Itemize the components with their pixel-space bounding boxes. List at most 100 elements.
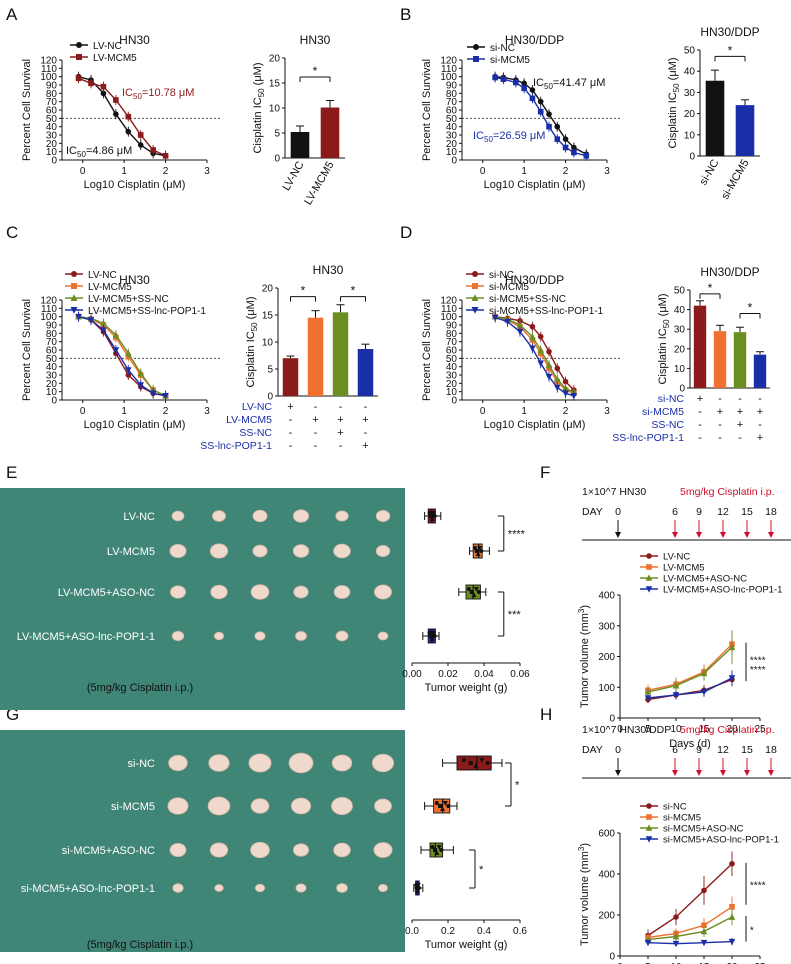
e-photo-tumor-0-3 [292, 509, 310, 523]
c-curve-point-2-2 [100, 319, 107, 327]
f-sig-label-1: **** [750, 665, 766, 676]
e-box-row-label-0: LV-NC [123, 511, 155, 523]
c-curve-y-tick-label: 50 [46, 354, 58, 365]
c-curve-x-tick-label: 2 [163, 406, 169, 417]
d-bar-bar-2 [733, 332, 747, 388]
g-photo-tumor-3-3 [295, 883, 307, 893]
h-growth-point-2-2 [700, 927, 708, 935]
f-growth-timeline-arrowhead-4 [744, 532, 750, 538]
b-curve-point-1-1 [500, 76, 507, 82]
g-photo-tumor-2-4 [333, 842, 351, 858]
f-growth-y-tick-label: 0 [609, 714, 615, 725]
d-curve-title: HN30/DDP [505, 273, 564, 287]
d-bar-design-label-3: SS-lnc-POP1-1 [612, 432, 684, 444]
b-curve-point-0-6 [546, 111, 552, 117]
a-curve-point-0-2 [100, 90, 107, 97]
b-bar-bar-1 [735, 105, 755, 156]
g-photo-tumor-0-4 [331, 754, 353, 772]
d-bar-title: HN30/DDP [700, 265, 759, 279]
e-box-point-0-2 [429, 516, 435, 521]
h-growth-timeline-arrowhead-2 [696, 770, 702, 776]
c-bar-y-tick-label: 0 [267, 392, 273, 403]
c-curve-legend-label-1: LV-MCM5 [88, 282, 132, 293]
f-growth-x-label: Days (d) [669, 738, 711, 750]
c-bar-design-label-1: LV-MCM5 [226, 414, 272, 426]
e-box-row-label-1: LV-MCM5 [107, 546, 155, 558]
f-growth-series-line-2 [647, 646, 733, 693]
h-growth-series-line-3 [647, 940, 733, 945]
e-photo-tumor-0-5 [375, 510, 391, 522]
d-curve-point-2-3 [529, 333, 536, 340]
a-curve-title: HN30 [119, 33, 150, 47]
g-box-point-2-3 [436, 845, 442, 850]
b-bar-y-tick-label: 10 [684, 130, 696, 141]
a-bar-title: HN30 [300, 33, 331, 47]
d-curve-point-3-0 [491, 314, 499, 322]
g-box-point-0-3 [479, 758, 485, 763]
f-growth-legend-marker-0 [646, 553, 652, 559]
c-bar-y-label: Cisplatin IC50 (μM) [245, 296, 259, 387]
f-growth-timeline-arrowhead-5 [768, 532, 774, 538]
g-photo-tumor-2-2 [250, 841, 270, 859]
a-curve-x-label: Log10 Cisplatin (μM) [84, 179, 186, 191]
a-curve-y-tick-label: 20 [46, 139, 58, 150]
d-bar-design-sign-0-0: + [697, 393, 703, 405]
a-curve-x-tick-label: 2 [163, 166, 169, 177]
f-growth-legend-marker-1 [646, 564, 652, 570]
e-photo-tumor-0-1 [212, 510, 226, 522]
h-growth-timeline-day-0: 0 [615, 744, 621, 756]
d-curve-y-tick-label: 120 [440, 296, 457, 307]
b-curve-legend-label-0: si-NC [490, 43, 515, 54]
g-photo-tumor-1-3 [290, 797, 312, 815]
h-growth-point-3-3 [728, 938, 736, 946]
g-box-point-1-4 [446, 804, 451, 808]
h-growth-timeline-arrowhead-3 [720, 770, 726, 776]
d-curve-point-3-6 [553, 384, 561, 392]
c-curve-y-tick-label: 70 [46, 337, 58, 348]
d-curve-y-tick-label: 30 [446, 371, 458, 382]
e-box-x-tick-label: 0.00 [402, 669, 422, 680]
c-curve-point-3-0 [75, 313, 82, 321]
d-curve-point-0-7 [562, 378, 569, 385]
d-curve-point-3-5 [545, 373, 553, 381]
e-photo-tumor-3-0 [171, 630, 185, 642]
b-bar-category-label-0: si-NC [697, 157, 721, 187]
a-curve-y-tick-label: 80 [46, 89, 58, 100]
g-box-point-3-3 [415, 883, 421, 888]
g-photo-tumor-1-5 [374, 798, 392, 814]
b-curve-y-tick-label: 120 [440, 56, 457, 67]
c-curve-legend-marker-3 [70, 307, 78, 314]
a-curve-point-1-0 [75, 75, 82, 82]
f-growth-timeline-day-1: 6 [672, 506, 678, 518]
d-curve-legend-label-2: si-MCM5+SS-NC [489, 294, 566, 305]
c-bar-design-sign-1-3: + [362, 414, 368, 426]
f-growth-timeline-arrowhead-1 [672, 532, 678, 538]
d-bar-design-sign-2-1: - [718, 419, 722, 431]
b-curve-point-1-6 [546, 123, 552, 130]
g-photo-tumor-1-4 [331, 796, 353, 816]
e-box-point-1-4 [479, 549, 484, 553]
a-curve-point-1-3 [113, 97, 119, 103]
b-curve-y-tick-label: 70 [446, 97, 458, 108]
c-bar-y-tick-label: 15 [262, 311, 274, 322]
a-bar-y-label: Cisplatin IC50 (μM) [252, 62, 266, 153]
b-curve-y-tick-label: 0 [451, 156, 457, 167]
a-curve-point-1-4 [125, 113, 132, 120]
d-bar-design-label-0: si-NC [658, 393, 685, 405]
b-curve-y-tick-label: 100 [440, 72, 457, 83]
a-curve-y-tick-label: 100 [40, 72, 57, 83]
h-growth-series-line-1 [647, 906, 733, 939]
a-curve-y-tick-label: 60 [46, 106, 58, 117]
f-growth-series-line-3 [647, 677, 733, 699]
d-curve-x-tick-label: 1 [521, 406, 527, 417]
a-curve-y-tick-label: 30 [46, 131, 58, 142]
f-growth-legend-label-3: LV-MCM5+ASO-lnc-POP1-1 [663, 585, 782, 596]
c-bar-title: HN30 [313, 263, 344, 277]
e-photo-tumor-3-4 [335, 630, 349, 642]
d-curve-point-3-3 [529, 345, 536, 352]
panel-letter-a: A [6, 5, 18, 24]
e-box-row-label-3: LV-MCM5+ASO-lnc-POP1-1 [17, 631, 155, 643]
h-growth-legend-marker-3 [645, 836, 653, 843]
d-curve-y-tick-label: 90 [446, 321, 458, 332]
d-bar-design-sign-2-2: + [737, 419, 743, 431]
